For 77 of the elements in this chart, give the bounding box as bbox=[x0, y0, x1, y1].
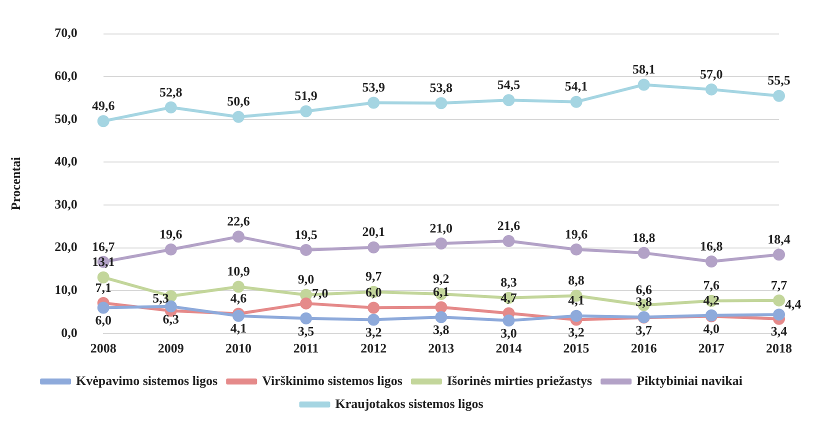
data-label: 9,7 bbox=[365, 268, 382, 284]
y-tick-label: 10,0 bbox=[54, 282, 78, 297]
x-tick-label: 2011 bbox=[293, 340, 319, 356]
data-label: 6,1 bbox=[433, 284, 450, 300]
data-label: 7,0 bbox=[312, 285, 328, 300]
data-label: 52,8 bbox=[160, 84, 183, 100]
data-label: 3,0 bbox=[500, 325, 517, 340]
x-tick-label: 2008 bbox=[90, 340, 117, 356]
y-tick-label: 40,0 bbox=[54, 154, 78, 169]
data-label: 21,0 bbox=[430, 220, 453, 236]
data-label: 57,0 bbox=[700, 66, 723, 82]
x-tick-label: 2016 bbox=[630, 340, 658, 356]
legend-label: Kvėpavimo sistemos ligos bbox=[76, 372, 218, 388]
data-label: 7,6 bbox=[703, 278, 720, 293]
x-tick-label: 2014 bbox=[496, 340, 522, 356]
data-label: 58,1 bbox=[632, 62, 656, 77]
legend-label: Piktybiniai navikai bbox=[636, 372, 743, 388]
data-label: 4,7 bbox=[500, 290, 518, 306]
data-label: 18,8 bbox=[632, 230, 656, 245]
data-label: 51,9 bbox=[294, 88, 318, 104]
data-label: 53,9 bbox=[362, 80, 386, 95]
x-tick-label: 2009 bbox=[158, 340, 184, 356]
data-label: 6,0 bbox=[95, 312, 112, 328]
y-tick-label: 50,0 bbox=[54, 110, 78, 126]
data-label: 5,3 bbox=[152, 290, 170, 306]
data-label: 3,2 bbox=[365, 324, 382, 340]
data-label: 16,8 bbox=[700, 238, 724, 254]
data-label: 4,1 bbox=[568, 292, 584, 308]
data-label: 19,6 bbox=[564, 226, 588, 242]
data-label: 4,0 bbox=[703, 321, 720, 336]
data-label: 16,7 bbox=[92, 238, 116, 254]
x-tick-label: 2018 bbox=[766, 340, 792, 356]
data-label: 6,3 bbox=[162, 311, 180, 326]
data-label: 6,0 bbox=[365, 284, 382, 300]
data-label: 3,2 bbox=[568, 324, 584, 340]
data-label: 6,6 bbox=[636, 282, 652, 298]
data-label: 53,8 bbox=[430, 80, 454, 95]
x-tick-label: 2012 bbox=[360, 340, 387, 356]
y-tick-label: 20,0 bbox=[54, 239, 78, 254]
legend-label: Kraujotakos sistemos ligos bbox=[335, 396, 484, 411]
data-label: 10,9 bbox=[227, 264, 250, 279]
data-label: 55,5 bbox=[768, 72, 791, 88]
data-label: 4,4 bbox=[785, 296, 802, 312]
data-label: 18,4 bbox=[768, 232, 791, 247]
data-label: 50,6 bbox=[227, 94, 250, 109]
y-tick-label: 30,0 bbox=[54, 196, 78, 212]
legend-label: Išorinės mirties priežastys bbox=[446, 372, 592, 388]
data-label: 22,6 bbox=[227, 214, 250, 229]
data-label: 19,6 bbox=[160, 226, 183, 242]
data-label: 49,6 bbox=[92, 98, 116, 113]
data-label: 7,7 bbox=[770, 277, 788, 292]
data-label: 20,1 bbox=[362, 224, 385, 240]
data-label: 3,8 bbox=[433, 322, 450, 337]
legend-label: Virškinimo sistemos ligos bbox=[262, 372, 402, 388]
data-label: 21,6 bbox=[497, 218, 521, 233]
data-label: 9,2 bbox=[433, 270, 450, 286]
data-label: 3,4 bbox=[770, 324, 788, 339]
data-label: 9,0 bbox=[298, 272, 314, 287]
data-label: 8,3 bbox=[500, 274, 518, 290]
x-tick-label: 2013 bbox=[428, 340, 455, 356]
data-label: 19,5 bbox=[294, 226, 318, 242]
data-label: 4,1 bbox=[230, 320, 247, 336]
data-label: 7,1 bbox=[95, 280, 112, 295]
data-label: 54,1 bbox=[564, 78, 588, 94]
y-tick-label: 70,0 bbox=[54, 25, 78, 40]
data-label: 3,5 bbox=[298, 323, 315, 338]
data-label: 8,8 bbox=[568, 272, 585, 288]
data-label: 3,7 bbox=[636, 322, 652, 338]
y-tick-label: 60,0 bbox=[54, 68, 78, 83]
x-tick-label: 2017 bbox=[698, 340, 725, 356]
x-tick-label: 2015 bbox=[563, 340, 590, 356]
data-label: 4,6 bbox=[230, 290, 248, 306]
data-label: 4,2 bbox=[703, 292, 720, 308]
x-tick-label: 2010 bbox=[225, 340, 252, 356]
y-axis-title: Procentai bbox=[8, 156, 24, 210]
data-label: 54,5 bbox=[497, 77, 521, 92]
y-tick-label: 0,0 bbox=[61, 324, 78, 340]
